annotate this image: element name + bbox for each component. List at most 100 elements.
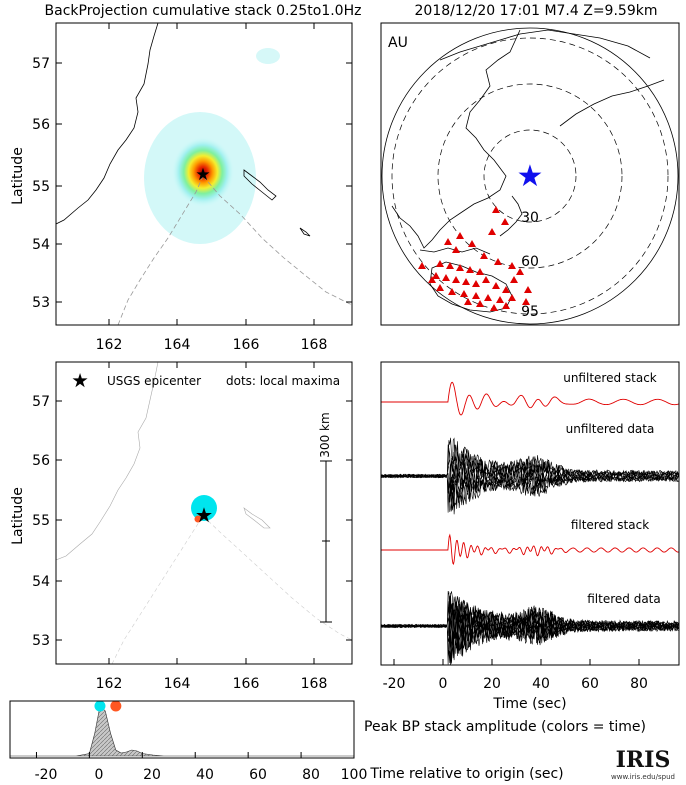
label-unfiltered-data: unfiltered data [566, 422, 655, 436]
lower-xtick-2: 166 [233, 676, 260, 692]
lower-ytick-0: 53 [32, 633, 50, 649]
wf-xtick-1: 0 [439, 676, 448, 692]
alaska-coastline [559, 79, 665, 127]
epicenter-star-outline: ★ [196, 506, 211, 526]
lower-xtick-3: 168 [301, 676, 328, 692]
asia-coastline [391, 29, 521, 249]
unfiltered-stack-trace [381, 381, 679, 416]
lower-ytick-1: 54 [32, 574, 50, 590]
ring-label-60: 60 [521, 254, 539, 270]
japan-coastline [499, 195, 523, 237]
waveform-frame [380, 361, 680, 666]
australia-coastline [429, 261, 513, 313]
scale-label: 300 km [318, 412, 332, 457]
peak-frame [9, 700, 355, 759]
lower-plate-boundary-east [202, 515, 352, 641]
distance-ring-60 [437, 83, 623, 269]
wf-xtick-5: 80 [630, 676, 648, 692]
plate-boundary-west [117, 175, 204, 325]
peak-xtick-5: 80 [302, 767, 320, 783]
legend-epicenter-label: USGS epicenter [107, 374, 201, 388]
lower-ytick-2: 55 [32, 513, 50, 529]
peak-xtick-3: 40 [196, 767, 214, 783]
iris-logo-text: IRIS [616, 747, 671, 773]
peak-xtick-4: 60 [249, 767, 267, 783]
iris-logo-url: www.iris.edu/spud [611, 773, 675, 781]
globe-panel: ★ AU 30 60 95 [380, 22, 680, 326]
filtered-stack-trace [381, 533, 679, 565]
lower-bering-island [243, 507, 271, 529]
peak-amplitude-panel: -20 0 20 40 60 80 100 Peak BP stack ampl… [9, 700, 646, 783]
upper-xtick-0: 162 [96, 337, 123, 353]
upper-ytick-1: 54 [32, 237, 50, 253]
station-triangles [418, 206, 532, 311]
label-filtered-stack: filtered stack [571, 518, 649, 532]
maximum-dot-orange [194, 515, 202, 523]
upper-map-ticks [56, 23, 352, 325]
peak-title: Peak BP stack amplitude (colors = time) [364, 719, 646, 735]
upper-xtick-1: 164 [164, 337, 191, 353]
hotspot-star: ★ [195, 165, 210, 185]
peak-amplitude-area [10, 705, 354, 757]
waveform-ticks [393, 659, 640, 665]
peak-xtick-6: 100 [341, 767, 368, 783]
distance-ring-30 [483, 129, 577, 223]
network-label: AU [388, 35, 408, 51]
kamchatka-coastline [56, 23, 159, 225]
wf-xlabel: Time (sec) [492, 696, 566, 712]
lower-plate-boundary-west [111, 515, 204, 664]
scale-bar [320, 460, 332, 623]
upper-map-frame [55, 22, 353, 326]
peak-markers [94, 700, 122, 712]
epicenter-star: ★ [517, 159, 544, 194]
upper-ytick-4: 57 [32, 56, 50, 72]
peak-xtick-1: 0 [95, 767, 104, 783]
peak-marker-1 [110, 700, 122, 712]
upper-ytick-0: 53 [32, 295, 50, 311]
ring-label-95: 95 [521, 304, 539, 320]
iris-logo: IRIS www.iris.edu/spud [611, 747, 675, 781]
upper-ytick-2: 55 [32, 179, 50, 195]
backprojection-halo-2 [256, 48, 280, 64]
lower-kamchatka-coastline [56, 362, 159, 561]
legend-dots-label: dots: local maxima [226, 374, 340, 388]
medny-island-coastline [299, 227, 311, 237]
distance-ring-95 [391, 37, 669, 315]
upper-map-panel: ★ 162 164 166 168 53 54 55 56 57 Latitud… [10, 22, 353, 353]
lower-map-panel: ★ 300 km ★ USGS epicenter dots: local ma… [10, 361, 353, 692]
upper-ylabel: Latitude [10, 147, 26, 205]
legend-star-icon: ★ [73, 371, 87, 390]
plate-boundary-east [202, 175, 352, 306]
lower-ytick-4: 57 [32, 394, 50, 410]
lower-ylabel: Latitude [10, 487, 26, 545]
upper-xtick-2: 166 [233, 337, 260, 353]
lower-ytick-3: 56 [32, 453, 50, 469]
waveform-panel: unfiltered stack unfiltered data filtere… [380, 361, 680, 712]
lower-xtick-0: 162 [96, 676, 123, 692]
peak-xlabel: Time relative to origin (sec) [369, 766, 563, 782]
ring-label-30: 30 [521, 210, 539, 226]
unfiltered-data-traces [381, 437, 679, 515]
peak-xtick-0: -20 [35, 767, 58, 783]
lower-map-frame [55, 361, 353, 665]
lower-xtick-1: 164 [164, 676, 191, 692]
upper-ytick-3: 56 [32, 117, 50, 133]
wf-xtick-4: 60 [581, 676, 599, 692]
arctic-coastline [439, 29, 651, 61]
lower-map-ticks [56, 362, 352, 664]
backprojection-hotspot [171, 136, 235, 208]
peak-marker-0 [94, 700, 106, 712]
maximum-dot-cyan [191, 495, 217, 521]
left-title: BackProjection cumulative stack 0.25to1.… [45, 3, 362, 19]
globe-frame [380, 22, 680, 326]
right-title: 2018/12/20 17:01 M7.4 Z=9.59km [415, 3, 658, 19]
label-filtered-data: filtered data [587, 592, 661, 606]
wf-xtick-0: -20 [383, 676, 406, 692]
upper-xtick-3: 168 [301, 337, 328, 353]
bering-island-coastline [243, 169, 277, 201]
globe-outer-ring [381, 27, 679, 325]
wf-xtick-2: 20 [483, 676, 501, 692]
label-unfiltered-stack: unfiltered stack [563, 371, 657, 385]
wf-xtick-3: 40 [532, 676, 550, 692]
